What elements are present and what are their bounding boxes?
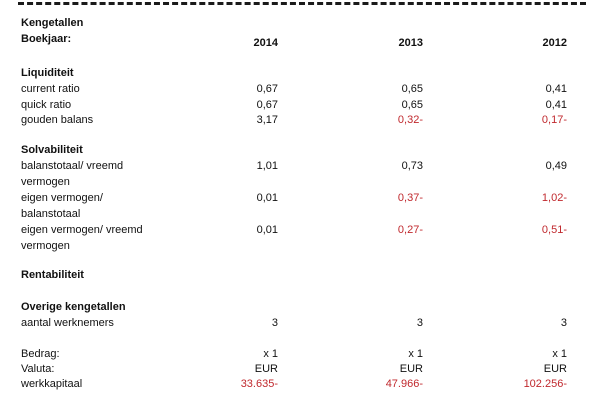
value-cell: 0,67 [256, 99, 278, 111]
value-cell: x 1 [552, 348, 567, 360]
year-2012-header: 2012 [542, 37, 567, 49]
row-label: current ratio [21, 83, 80, 95]
row-label-continued: balanstotaal [21, 208, 81, 220]
value-cell: 1,01 [256, 160, 278, 172]
row-label-continued: vermogen [21, 176, 70, 188]
value-cell: EUR [254, 363, 278, 375]
value-cell: 3 [416, 317, 423, 329]
section-title-solvabiliteit: Solvabiliteit [21, 144, 83, 156]
value-cell: x 1 [263, 348, 278, 360]
value-cell: 0,49 [545, 160, 567, 172]
year-2014-header: 2014 [253, 37, 278, 49]
row-label: eigen vermogen/ [21, 192, 103, 204]
value-cell: EUR [543, 363, 567, 375]
value-cell: 3 [271, 317, 278, 329]
negative-value-cell: 0,17- [541, 114, 567, 126]
negative-value-cell: 0,51- [541, 224, 567, 236]
row-label: Bedrag: [21, 348, 60, 360]
row-label-continued: vermogen [21, 240, 70, 252]
row-label: quick ratio [21, 99, 72, 111]
negative-value-cell: 102.256- [523, 378, 567, 390]
value-cell: 0,41 [545, 99, 567, 111]
row-label: aantal werknemers [21, 317, 114, 329]
year-2013-header: 2013 [398, 37, 423, 49]
negative-value-cell: 0,32- [397, 114, 423, 126]
row-label: werkkapitaal [21, 378, 83, 390]
value-cell: 0,67 [256, 83, 278, 95]
value-cell: 0,73 [401, 160, 423, 172]
section-title-liquiditeit: Liquiditeit [21, 67, 74, 79]
value-cell: 0,01 [256, 192, 278, 204]
value-cell: 0,65 [401, 99, 423, 111]
section-title-overige: Overige kengetallen [21, 301, 126, 313]
value-cell: EUR [399, 363, 423, 375]
value-cell: 0,01 [256, 224, 278, 236]
row-label: Valuta: [21, 363, 55, 375]
negative-value-cell: 1,02- [541, 192, 567, 204]
row-label: eigen vermogen/ vreemd [21, 224, 143, 236]
value-cell: 3 [560, 317, 567, 329]
row-label: balanstotaal/ vreemd [21, 160, 124, 172]
value-cell: x 1 [408, 348, 423, 360]
page-title: Kengetallen [21, 17, 84, 29]
year-label: Boekjaar: [21, 33, 72, 45]
negative-value-cell: 0,37- [397, 192, 423, 204]
top-dashed-rule [18, 2, 586, 5]
section-title-rentabiliteit: Rentabiliteit [21, 269, 84, 281]
value-cell: 0,41 [545, 83, 567, 95]
row-label: gouden balans [21, 114, 94, 126]
negative-value-cell: 33.635- [240, 378, 278, 390]
value-cell: 3,17 [256, 114, 278, 126]
negative-value-cell: 47.966- [385, 378, 423, 390]
negative-value-cell: 0,27- [397, 224, 423, 236]
value-cell: 0,65 [401, 83, 423, 95]
